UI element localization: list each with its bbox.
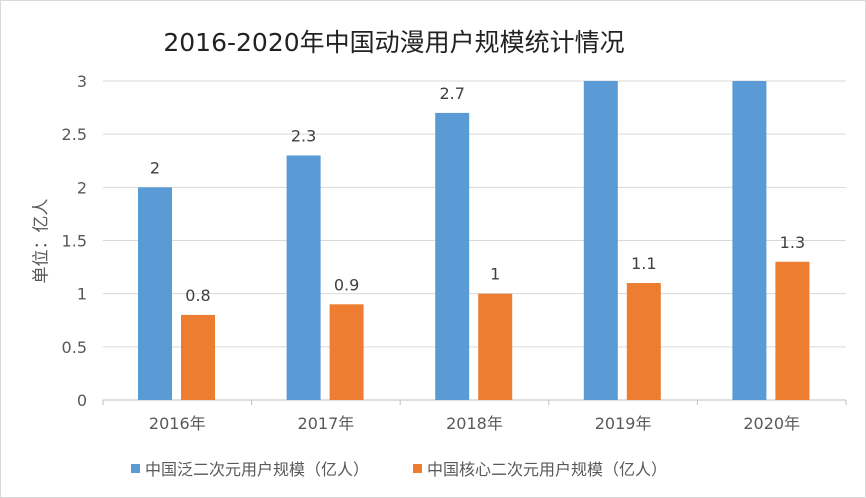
y-tick-label: 2.5: [62, 125, 87, 144]
x-tick-label: 2018年: [446, 414, 503, 433]
bar-pan: [138, 187, 172, 400]
bar-core: [181, 314, 215, 400]
y-tick-label: 1.5: [62, 232, 87, 251]
y-tick-label: 0.5: [62, 338, 87, 357]
y-tick-label: 3: [77, 72, 87, 91]
data-label: 1.3: [780, 233, 805, 252]
x-tick-label: 2017年: [298, 414, 355, 433]
y-tick-label: 2: [77, 178, 87, 197]
legend: 中国泛二次元用户规模（亿人） 中国核心二次元用户规模（亿人）: [131, 456, 667, 480]
data-label: 0.9: [334, 275, 359, 294]
bar-pan: [286, 155, 321, 400]
y-tick-label: 0: [77, 391, 87, 410]
legend-swatch: [131, 463, 140, 473]
data-label: 1: [490, 265, 500, 284]
legend-item-core: 中国核心二次元用户规模（亿人）: [413, 456, 667, 480]
legend-item-pan: 中国泛二次元用户规模（亿人）: [131, 456, 369, 480]
x-tick-label: 2019年: [595, 414, 652, 433]
data-label: 2: [150, 158, 160, 177]
legend-swatch: [413, 463, 423, 473]
data-label: 2.3: [291, 126, 316, 145]
chart-title: 2016-2020年中国动漫用户规模统计情况: [163, 28, 625, 57]
x-tick-label: 2020年: [743, 414, 800, 433]
data-label: 1.1: [631, 254, 656, 273]
data-label: 0.8: [185, 286, 210, 305]
bar-pan: [435, 112, 470, 401]
bar-core: [626, 283, 661, 400]
y-tick-label: 1: [77, 285, 87, 304]
legend-label: 中国核心二次元用户规模（亿人）: [427, 460, 668, 479]
bar-core: [478, 293, 513, 400]
data-label: 2.7: [439, 84, 464, 103]
legend-label: 中国泛二次元用户规模（亿人）: [145, 460, 370, 479]
x-tick-label: 2016年: [149, 414, 206, 433]
bar-pan: [583, 81, 618, 400]
bar-pan: [732, 81, 767, 400]
bar-core: [775, 261, 810, 400]
bar-core: [329, 304, 364, 400]
